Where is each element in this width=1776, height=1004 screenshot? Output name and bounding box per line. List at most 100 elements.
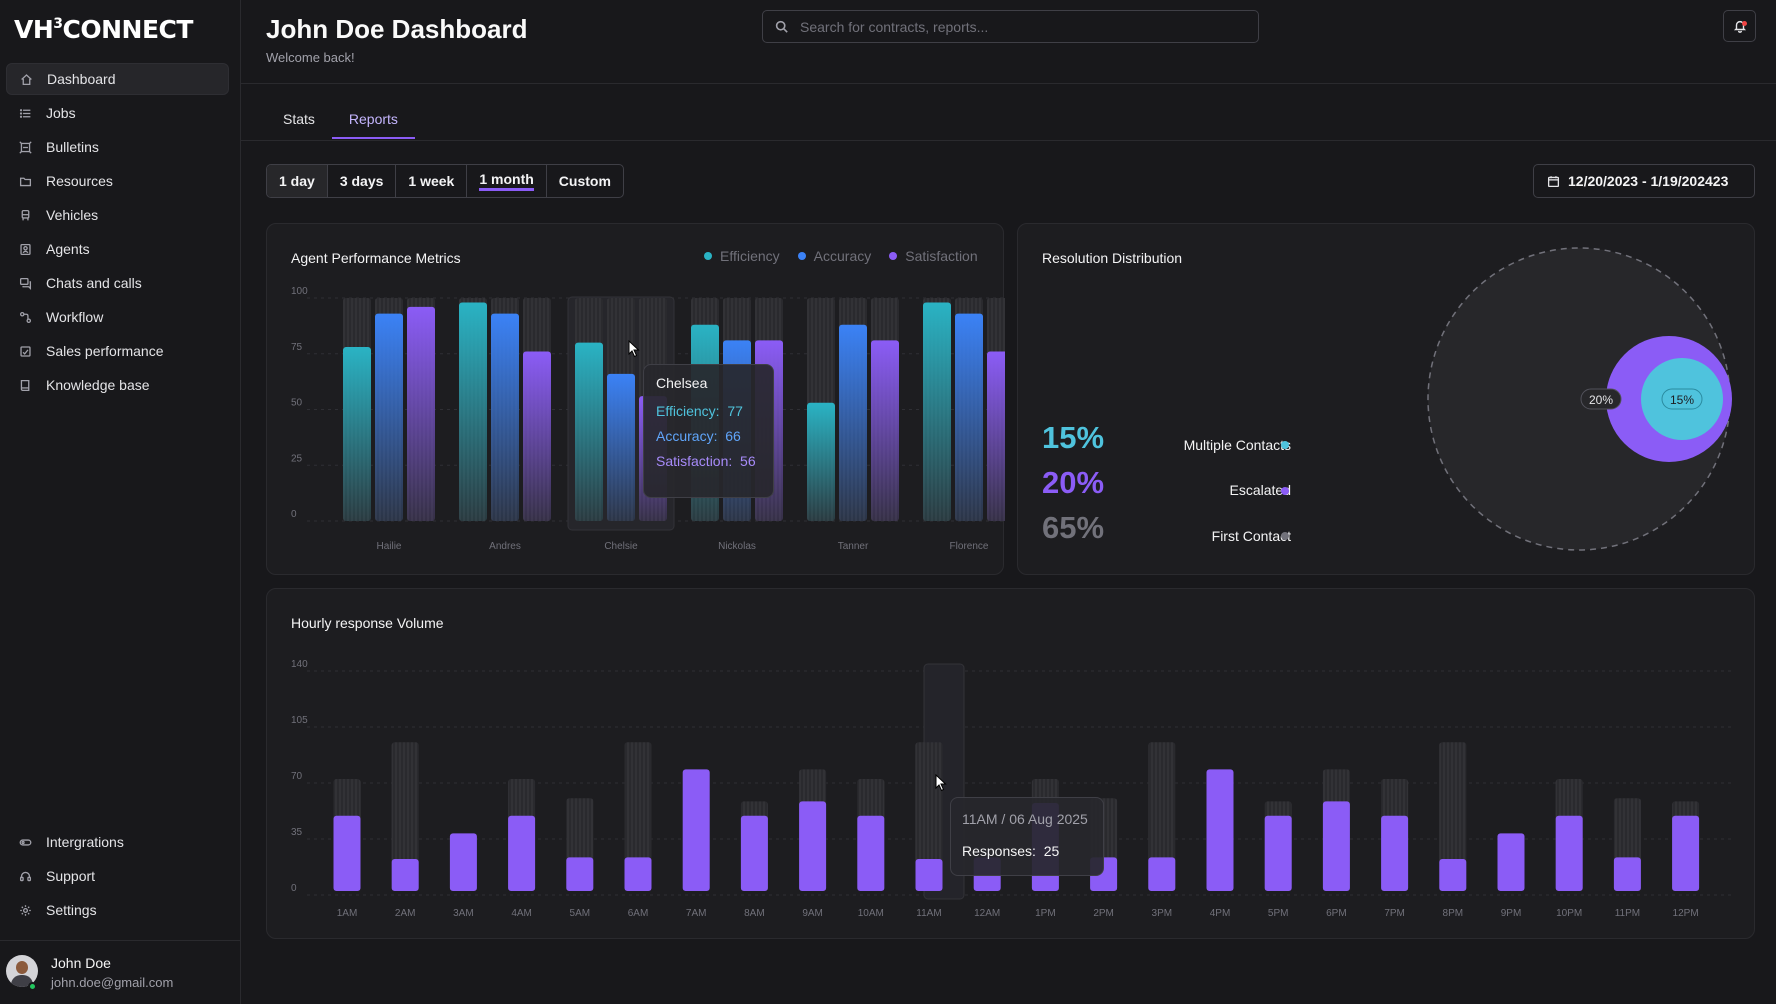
- y-tick-label: 25: [291, 453, 303, 464]
- sidebar-item-knowledge-base[interactable]: Knowledge base: [6, 369, 229, 401]
- bar-10am[interactable]: [857, 815, 885, 891]
- x-tick-label: 3AM: [453, 908, 474, 919]
- sidebar-item-jobs[interactable]: Jobs: [6, 97, 229, 129]
- x-tick-label: Chelsie: [604, 541, 638, 552]
- bar-accuracy-chelsie[interactable]: [607, 373, 635, 521]
- sidebar-item-label: Jobs: [46, 105, 76, 121]
- sidebar-item-label: Workflow: [46, 309, 104, 325]
- bar-4am[interactable]: [508, 815, 536, 891]
- bar-accuracy-andres[interactable]: [491, 313, 519, 521]
- x-tick-label: 6AM: [628, 908, 649, 919]
- bar-accuracy-tanner[interactable]: [839, 324, 867, 521]
- x-tick-label: 12PM: [1673, 908, 1699, 919]
- tab-stats[interactable]: Stats: [283, 111, 315, 127]
- bar-3am[interactable]: [449, 833, 477, 891]
- bar-8pm[interactable]: [1439, 859, 1467, 891]
- legend-satisfaction[interactable]: Satisfaction: [889, 248, 978, 264]
- bar-efficiency-tanner[interactable]: [807, 402, 835, 521]
- y-tick-label: 105: [291, 715, 308, 726]
- x-tick-label: 1AM: [337, 908, 358, 919]
- bar-satisfaction-andres[interactable]: [523, 351, 551, 521]
- bar-satisfaction-hailie[interactable]: [407, 306, 435, 521]
- sidebar-item-support[interactable]: Support: [6, 860, 229, 892]
- sidebar-item-bulletins[interactable]: Bulletins: [6, 131, 229, 163]
- x-tick-label: 9PM: [1501, 908, 1522, 919]
- page-title: John Doe Dashboard: [266, 14, 528, 44]
- notifications-button[interactable]: [1723, 10, 1756, 42]
- range-3-days[interactable]: 3 days: [328, 165, 397, 197]
- bar-11am[interactable]: [915, 859, 943, 891]
- x-tick-label: 11AM: [916, 908, 941, 919]
- sidebar-item-vehicles[interactable]: Vehicles: [6, 199, 229, 231]
- range-1-day[interactable]: 1 day: [267, 165, 328, 197]
- sidebar-item-sales-performance[interactable]: Sales performance: [6, 335, 229, 367]
- bar-satisfaction-florence[interactable]: [987, 351, 1005, 521]
- folder-icon: [18, 174, 32, 188]
- x-tick-label: 8AM: [744, 908, 765, 919]
- bar-background: [1148, 742, 1176, 891]
- bar-9pm[interactable]: [1497, 833, 1525, 891]
- range-1-week[interactable]: 1 week: [396, 165, 468, 197]
- tooltip-responses-label: Responses:: [962, 843, 1036, 859]
- bar-7am[interactable]: [682, 769, 710, 891]
- bar-efficiency-florence[interactable]: [923, 302, 951, 521]
- search-bar[interactable]: [762, 10, 1259, 43]
- x-tick-label: 6PM: [1326, 908, 1347, 919]
- bar-6am[interactable]: [624, 857, 652, 891]
- legend-efficiency[interactable]: Efficiency: [704, 248, 780, 264]
- bar-2am[interactable]: [391, 859, 419, 891]
- agent-chart-legend: Efficiency Accuracy Satisfaction: [704, 248, 996, 264]
- sidebar-item-agents[interactable]: Agents: [6, 233, 229, 265]
- bar-6pm[interactable]: [1322, 801, 1350, 891]
- search-input[interactable]: [800, 18, 1240, 35]
- avatar[interactable]: [6, 955, 38, 987]
- logo[interactable]: VH3CONNECT: [14, 15, 193, 44]
- bar-background: [1439, 742, 1467, 891]
- sidebar-item-intergrations[interactable]: Intergrations: [6, 826, 229, 858]
- bar-11pm[interactable]: [1613, 857, 1641, 891]
- y-tick-label: 100: [291, 286, 308, 297]
- agent-performance-card: Agent Performance Metrics Efficiency Acc…: [266, 223, 1005, 575]
- bar-9am[interactable]: [799, 801, 827, 891]
- bar-satisfaction-tanner[interactable]: [871, 340, 899, 521]
- bar-accuracy-hailie[interactable]: [375, 313, 403, 521]
- bar-1am[interactable]: [333, 815, 361, 891]
- bar-efficiency-andres[interactable]: [459, 302, 487, 521]
- legend-accuracy[interactable]: Accuracy: [797, 248, 871, 264]
- sidebar-item-workflow[interactable]: Workflow: [6, 301, 229, 333]
- bar-12pm[interactable]: [1672, 815, 1700, 891]
- bar-5am[interactable]: [566, 857, 594, 891]
- sidebar-item-chats-and-calls[interactable]: Chats and calls: [6, 267, 229, 299]
- agent-chart-title: Agent Performance Metrics: [291, 250, 461, 266]
- label-first-contact: First Contact: [1211, 528, 1291, 544]
- user-profile[interactable]: John Doe john.doe@gmail.com: [0, 940, 241, 1004]
- tab-reports[interactable]: Reports: [331, 104, 415, 139]
- gear-icon: [18, 903, 32, 917]
- sidebar-item-dashboard[interactable]: Dashboard: [6, 63, 229, 95]
- bar-8am[interactable]: [740, 815, 768, 891]
- bar-3pm[interactable]: [1148, 857, 1176, 891]
- x-tick-label: 4AM: [511, 908, 532, 919]
- x-tick-label: 8PM: [1443, 908, 1464, 919]
- x-tick-label: Florence: [950, 541, 989, 552]
- x-tick-label: 7AM: [686, 908, 707, 919]
- bar-efficiency-hailie[interactable]: [343, 347, 371, 521]
- bar-7pm[interactable]: [1381, 815, 1409, 891]
- tooltip-satisfaction-value: 56: [740, 453, 756, 469]
- sidebar-item-resources[interactable]: Resources: [6, 165, 229, 197]
- date-range-picker[interactable]: 12/20/2023 - 1/19/202423: [1533, 164, 1755, 198]
- bar-4pm[interactable]: [1206, 769, 1234, 891]
- sidebar-item-settings[interactable]: Settings: [6, 894, 229, 926]
- list-icon: [18, 106, 32, 120]
- x-tick-label: 9AM: [802, 908, 823, 919]
- bar-accuracy-florence[interactable]: [955, 313, 983, 521]
- bar-5pm[interactable]: [1264, 815, 1292, 891]
- range-custom[interactable]: Custom: [558, 173, 611, 189]
- user-email: john.doe@gmail.com: [51, 975, 174, 990]
- sidebar-item-label: Knowledge base: [46, 377, 150, 393]
- bar-10pm[interactable]: [1555, 815, 1583, 891]
- bar-efficiency-chelsie[interactable]: [575, 342, 603, 521]
- tooltip-time: 11AM / 06 Aug 2025: [962, 811, 1088, 827]
- integrations-icon: [18, 835, 32, 849]
- range-1-month[interactable]: 1 month: [467, 165, 547, 197]
